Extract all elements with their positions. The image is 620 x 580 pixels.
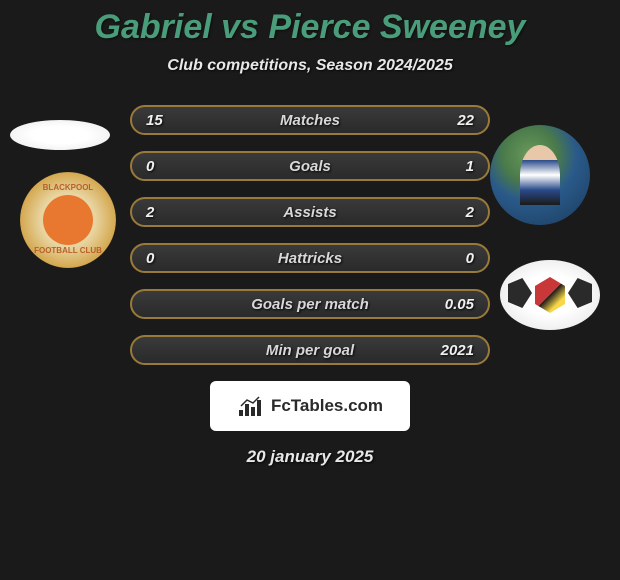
player-right-avatar: [490, 125, 590, 225]
stat-right-value: 2: [466, 204, 474, 221]
club-right-badge: [500, 260, 600, 330]
stat-right-value: 0: [466, 250, 474, 267]
stat-row-matches: 15 Matches 22: [130, 105, 490, 135]
stat-left-value: 0: [146, 250, 154, 267]
stat-right-value: 1: [466, 158, 474, 175]
fctables-badge[interactable]: FcTables.com: [210, 381, 410, 431]
stat-right-value: 2021: [441, 342, 474, 359]
stat-label: Matches: [280, 112, 340, 129]
stat-row-assists: 2 Assists 2: [130, 197, 490, 227]
stat-left-value: 2: [146, 204, 154, 221]
stat-row-hattricks: 0 Hattricks 0: [130, 243, 490, 273]
stat-left-value: 15: [146, 112, 163, 129]
stat-label: Goals: [289, 158, 331, 175]
stat-label: Goals per match: [251, 296, 369, 313]
club-right-crest-icon: [535, 277, 565, 313]
stat-row-goals: 0 Goals 1: [130, 151, 490, 181]
player-figure-icon: [520, 145, 560, 205]
date-text: 20 january 2025: [0, 447, 620, 467]
fctables-text: FcTables.com: [271, 396, 383, 416]
player-left-avatar: [10, 120, 110, 150]
club-left-name-top: BLACKPOOL: [43, 184, 94, 193]
club-left-inner-icon: [43, 195, 93, 245]
stat-right-value: 0.05: [445, 296, 474, 313]
stat-label: Hattricks: [278, 250, 342, 267]
stat-row-min-per-goal: Min per goal 2021: [130, 335, 490, 365]
stat-left-value: 0: [146, 158, 154, 175]
fctables-logo-icon: [237, 396, 265, 416]
page-title: Gabriel vs Pierce Sweeney: [0, 0, 620, 47]
stat-row-goals-per-match: Goals per match 0.05: [130, 289, 490, 319]
club-left-badge: BLACKPOOL FOOTBALL CLUB: [20, 172, 116, 268]
stat-label: Assists: [283, 204, 336, 221]
club-right-wing-left-icon: [508, 278, 532, 308]
club-right-wing-right-icon: [568, 278, 592, 308]
subtitle: Club competitions, Season 2024/2025: [0, 57, 620, 75]
club-left-name-bottom: FOOTBALL CLUB: [34, 247, 102, 256]
stat-label: Min per goal: [266, 342, 354, 359]
stat-right-value: 22: [457, 112, 474, 129]
